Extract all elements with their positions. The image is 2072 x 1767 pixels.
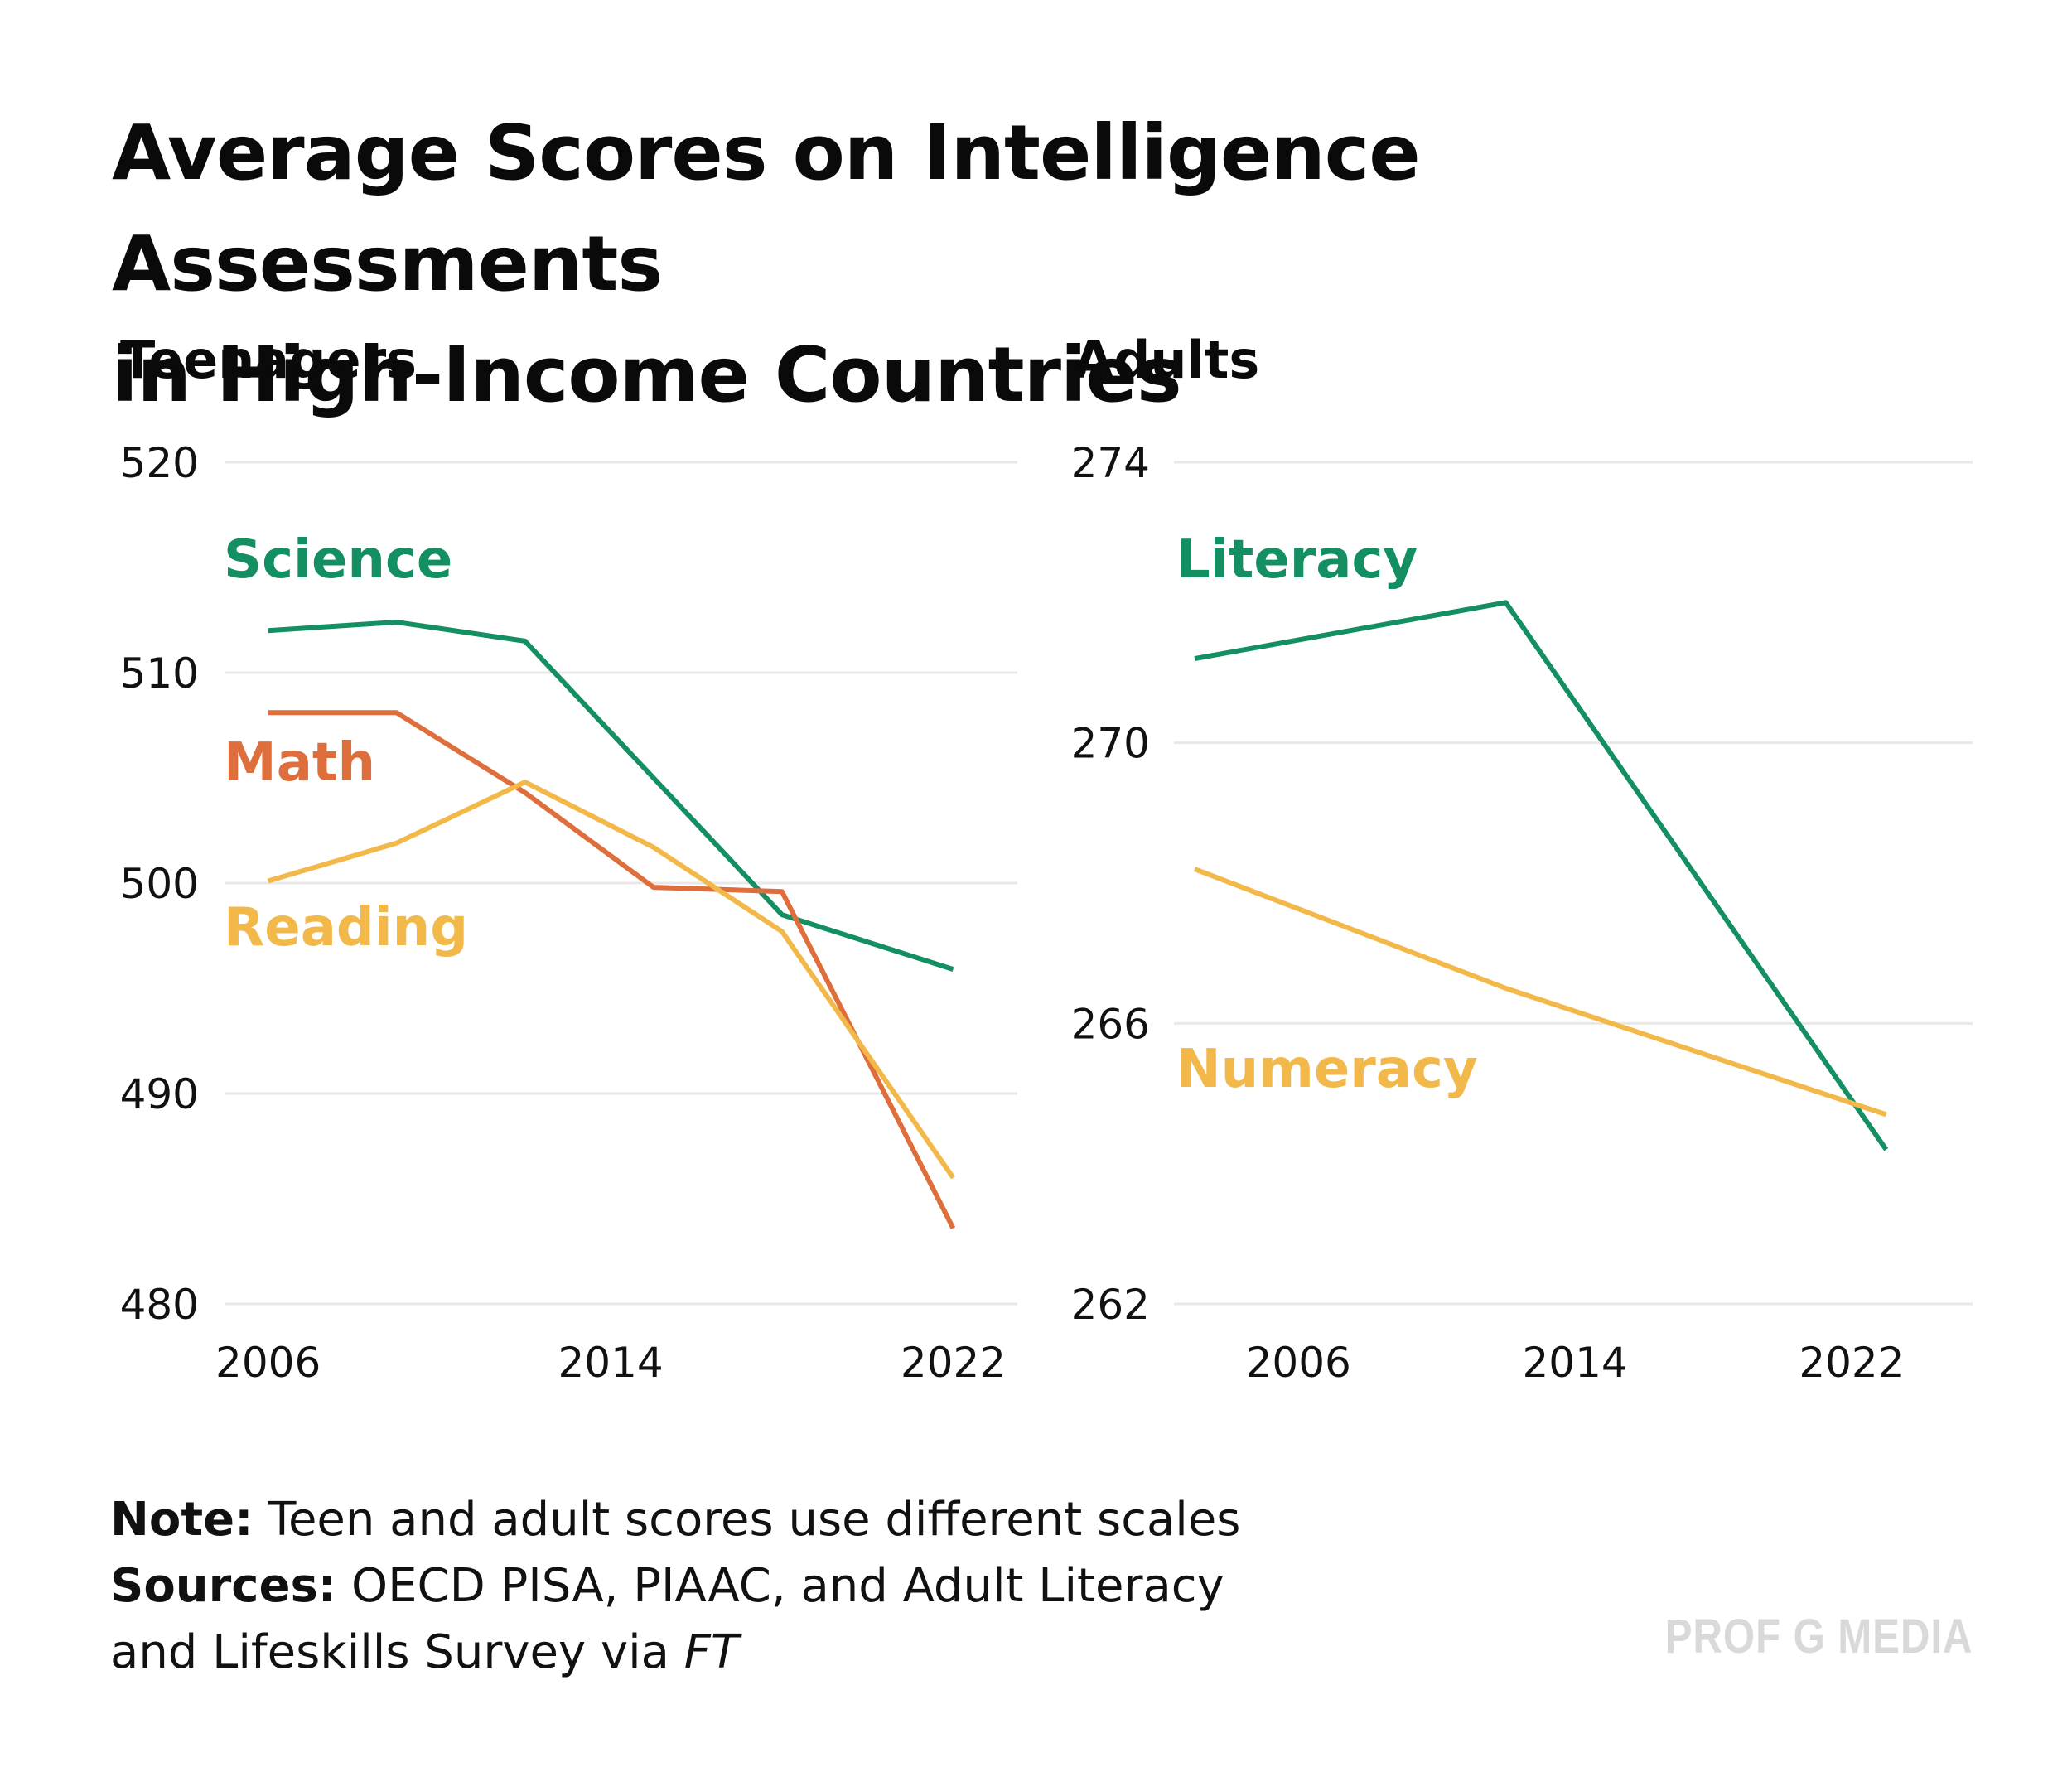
teen-y-tick-label: 520 bbox=[120, 439, 199, 487]
watermark-logo: PROF G MEDIA bbox=[1664, 1610, 1973, 1663]
adult-x-tick-label: 2006 bbox=[1246, 1339, 1351, 1387]
sources-text: OECD PISA, PIAAC, and Adult Literacy bbox=[336, 1559, 1224, 1613]
sources-label: Sources: bbox=[110, 1559, 337, 1613]
footer: Note: Teen and adult scores use differen… bbox=[110, 1487, 1240, 1686]
sources-text-2: and Lifeskills Survey via bbox=[110, 1625, 684, 1679]
sources-ft: FT bbox=[683, 1625, 740, 1679]
numeracy-series-label: Numeracy bbox=[1176, 1039, 1478, 1100]
adult-x-tick-label: 2014 bbox=[1522, 1339, 1627, 1387]
numeracy-line bbox=[1193, 867, 1887, 1118]
literacy-series-label: Literacy bbox=[1176, 529, 1418, 591]
teenagers-panel-title: Teenagers bbox=[120, 330, 418, 390]
reading-series-label: Reading bbox=[224, 897, 468, 958]
teen-y-tick-label: 480 bbox=[120, 1281, 199, 1329]
science-series-label: Science bbox=[224, 529, 452, 591]
teen-y-tick-label: 500 bbox=[120, 860, 199, 908]
sources-line-2: and Lifeskills Survey via FT bbox=[110, 1620, 1240, 1686]
science-line bbox=[268, 620, 954, 972]
literacy-line bbox=[1194, 600, 1889, 1151]
teen-y-tick-label: 510 bbox=[120, 649, 199, 698]
adult-y-tick-label: 266 bbox=[1071, 1000, 1150, 1048]
chart-title-line-1: Average Scores on Intelligence Assessmen… bbox=[112, 109, 1421, 308]
note-text: Teen and adult scores use different scal… bbox=[253, 1493, 1241, 1547]
adult-y-tick-label: 270 bbox=[1071, 720, 1150, 768]
math-series-label: Math bbox=[224, 732, 375, 794]
adult-y-tick-label: 262 bbox=[1071, 1281, 1150, 1329]
reading-line bbox=[267, 780, 955, 1180]
teen-x-tick-label: 2014 bbox=[558, 1339, 663, 1387]
chart-title-line-2: in High-Income Countries bbox=[112, 331, 1182, 419]
math-line bbox=[268, 710, 956, 1229]
adults-panel-title: Adults bbox=[1074, 330, 1260, 390]
note-line: Note: Teen and adult scores use differen… bbox=[110, 1487, 1240, 1553]
adult-x-tick-label: 2022 bbox=[1799, 1339, 1904, 1387]
teen-x-tick-label: 2022 bbox=[901, 1339, 1006, 1387]
chart-title: Average Scores on Intelligence Assessmen… bbox=[112, 98, 1976, 431]
note-label: Note: bbox=[110, 1493, 254, 1547]
teen-x-tick-label: 2006 bbox=[215, 1339, 321, 1387]
sources-line: Sources: OECD PISA, PIAAC, and Adult Lit… bbox=[110, 1553, 1240, 1620]
adult-y-tick-label: 274 bbox=[1071, 439, 1150, 487]
teen-y-tick-label: 490 bbox=[120, 1070, 199, 1118]
